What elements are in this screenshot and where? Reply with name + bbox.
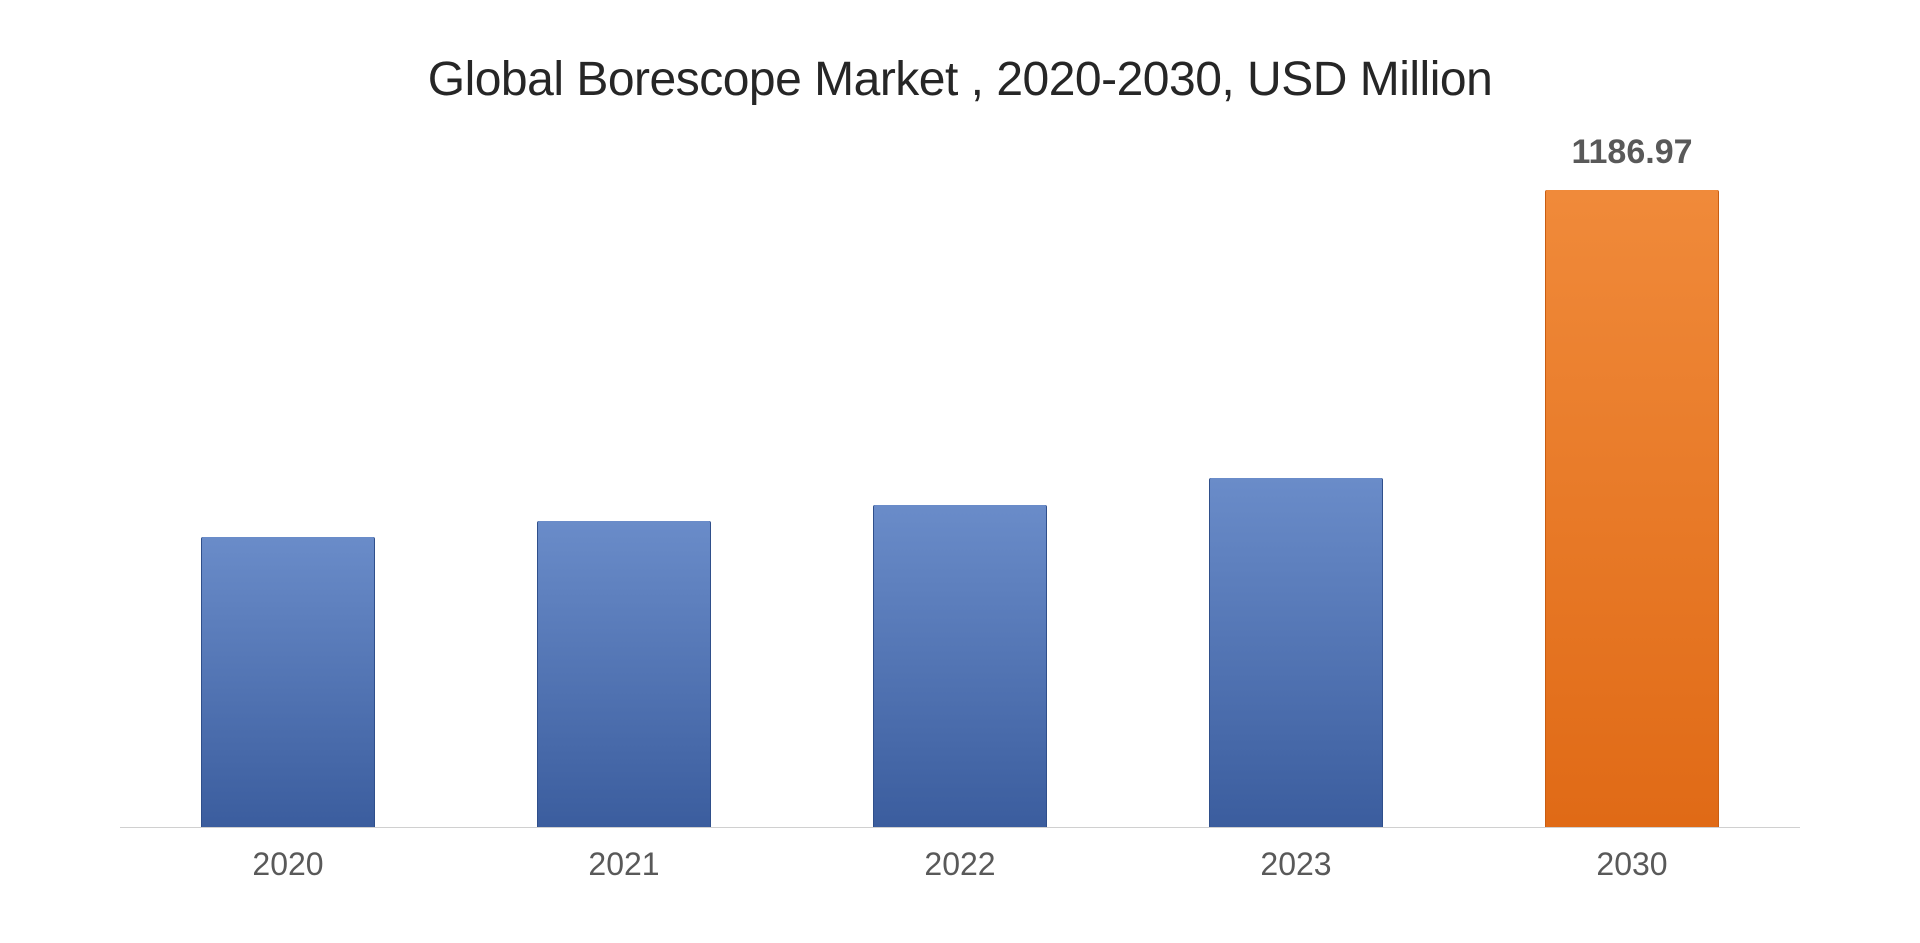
bar-slot bbox=[120, 190, 456, 827]
chart-container: Global Borescope Market , 2020-2030, USD… bbox=[0, 0, 1920, 943]
data-label: 1186.97 bbox=[1571, 133, 1692, 172]
bar-2020 bbox=[201, 537, 376, 827]
bars-row: 1186.97 bbox=[120, 130, 1800, 828]
chart-title: Global Borescope Market , 2020-2030, USD… bbox=[80, 50, 1840, 110]
plot-area: 1186.97 20202021202220232030 bbox=[80, 130, 1840, 883]
x-label-2022: 2022 bbox=[792, 846, 1128, 883]
x-label-2020: 2020 bbox=[120, 846, 456, 883]
bar-2022 bbox=[873, 505, 1048, 827]
bar-2023 bbox=[1209, 478, 1384, 827]
bar-2030 bbox=[1545, 190, 1720, 827]
bar-slot: 1186.97 bbox=[1464, 190, 1800, 827]
x-label-2021: 2021 bbox=[456, 846, 792, 883]
x-label-2023: 2023 bbox=[1128, 846, 1464, 883]
bar-slot bbox=[456, 190, 792, 827]
bar-slot bbox=[1128, 190, 1464, 827]
bar-2021 bbox=[537, 521, 712, 827]
x-axis-labels: 20202021202220232030 bbox=[120, 828, 1800, 883]
x-label-2030: 2030 bbox=[1464, 846, 1800, 883]
bar-slot bbox=[792, 190, 1128, 827]
